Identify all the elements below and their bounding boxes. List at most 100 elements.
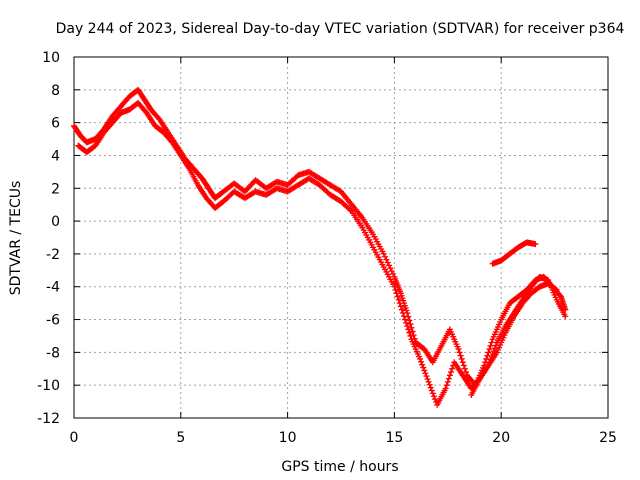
y-tick-label: -8 (46, 345, 60, 361)
data-point (418, 358, 425, 365)
data-point (403, 319, 410, 326)
data-point (384, 259, 391, 266)
x-tick-label: 25 (599, 430, 617, 446)
data-point (446, 372, 453, 379)
data-point (393, 290, 400, 297)
data-point (402, 316, 409, 323)
x-tick-label: 10 (279, 430, 297, 446)
data-point (462, 369, 469, 376)
data-point (404, 323, 411, 330)
data-point (392, 287, 399, 294)
data-point (429, 390, 436, 397)
x-tick-label: 0 (70, 430, 79, 446)
x-tick-label: 15 (385, 430, 403, 446)
data-point (425, 378, 432, 385)
data-point (424, 376, 431, 383)
plot-frame (73, 56, 609, 419)
y-tick-label: 10 (42, 50, 60, 66)
data-point (420, 364, 427, 371)
y-tick-label: -6 (46, 313, 60, 329)
data-point (562, 313, 569, 320)
data-point (491, 345, 498, 352)
y-tick-label: -2 (46, 247, 60, 263)
y-tick-label: 2 (51, 181, 60, 197)
data-point (417, 355, 424, 362)
y-tick-label: 8 (51, 83, 60, 99)
y-tick-label: -4 (46, 280, 60, 296)
data-point (395, 296, 402, 303)
data-point (390, 271, 397, 278)
data-point (431, 396, 438, 403)
data-point (483, 355, 490, 362)
y-tick-label: -12 (37, 411, 60, 427)
series-track-c (489, 239, 539, 267)
data-point (449, 365, 456, 372)
data-point (444, 378, 451, 385)
data-point (408, 324, 415, 331)
x-tick-label: 5 (176, 430, 185, 446)
data-point (405, 326, 412, 333)
y-axis-label: SDTVAR / TECUs (8, 181, 24, 296)
data-point (445, 375, 452, 382)
data-point (409, 328, 416, 335)
data-point (486, 346, 493, 353)
series-track-d (468, 280, 560, 399)
data-point (398, 306, 405, 313)
data-point (388, 268, 395, 275)
data-point (430, 393, 437, 400)
data-point (456, 349, 463, 356)
data-point (443, 382, 450, 389)
data-point (553, 287, 560, 294)
data-point (460, 362, 467, 369)
data-point (383, 256, 390, 263)
data-point (487, 342, 494, 349)
data-point (386, 262, 393, 269)
data-point (461, 365, 468, 372)
series-track-a (71, 86, 569, 389)
grid-layer (74, 57, 608, 418)
data-point (426, 381, 433, 388)
data-point (401, 313, 408, 320)
data-point (410, 332, 417, 339)
data-point (347, 207, 354, 214)
data-point (488, 339, 495, 346)
y-tick-label: 4 (51, 148, 60, 164)
data-point (407, 321, 414, 328)
data-point (419, 361, 426, 368)
data-point (459, 359, 466, 366)
data-point (380, 250, 387, 257)
data-point (397, 303, 404, 310)
data-point (422, 370, 429, 377)
y-tick-label: -10 (37, 378, 60, 394)
data-point (406, 329, 413, 336)
y-tick-label: 0 (51, 214, 60, 230)
data-point (448, 369, 455, 376)
data-point (455, 346, 462, 353)
data-point (407, 332, 414, 339)
chart-title: Day 244 of 2023, Sidereal Day-to-day VTE… (56, 21, 625, 37)
data-point (457, 352, 464, 359)
data-point (406, 317, 413, 324)
data-point (387, 265, 394, 272)
data-point (458, 355, 465, 362)
data-point (552, 286, 559, 293)
data-point (382, 253, 389, 260)
data-point (423, 373, 430, 380)
y-tick-label: 6 (51, 116, 60, 132)
data-point (532, 241, 539, 248)
data-point (391, 283, 398, 290)
data-point (485, 349, 492, 356)
data-point (421, 367, 428, 374)
ticks-layer: 0 5 10 15 20 25 -12 -10 -8 -6 -4 -2 0 2 4 6 8 10 (37, 50, 617, 446)
data-point (394, 293, 401, 300)
data-point (396, 300, 403, 307)
data-point (484, 352, 491, 359)
data-point (399, 309, 406, 316)
data-point (427, 384, 434, 391)
data-point (442, 385, 449, 392)
x-axis-label: GPS time / hours (281, 459, 398, 475)
x-tick-label: 20 (492, 430, 510, 446)
series-track-b (75, 99, 569, 408)
data-points (71, 86, 569, 408)
